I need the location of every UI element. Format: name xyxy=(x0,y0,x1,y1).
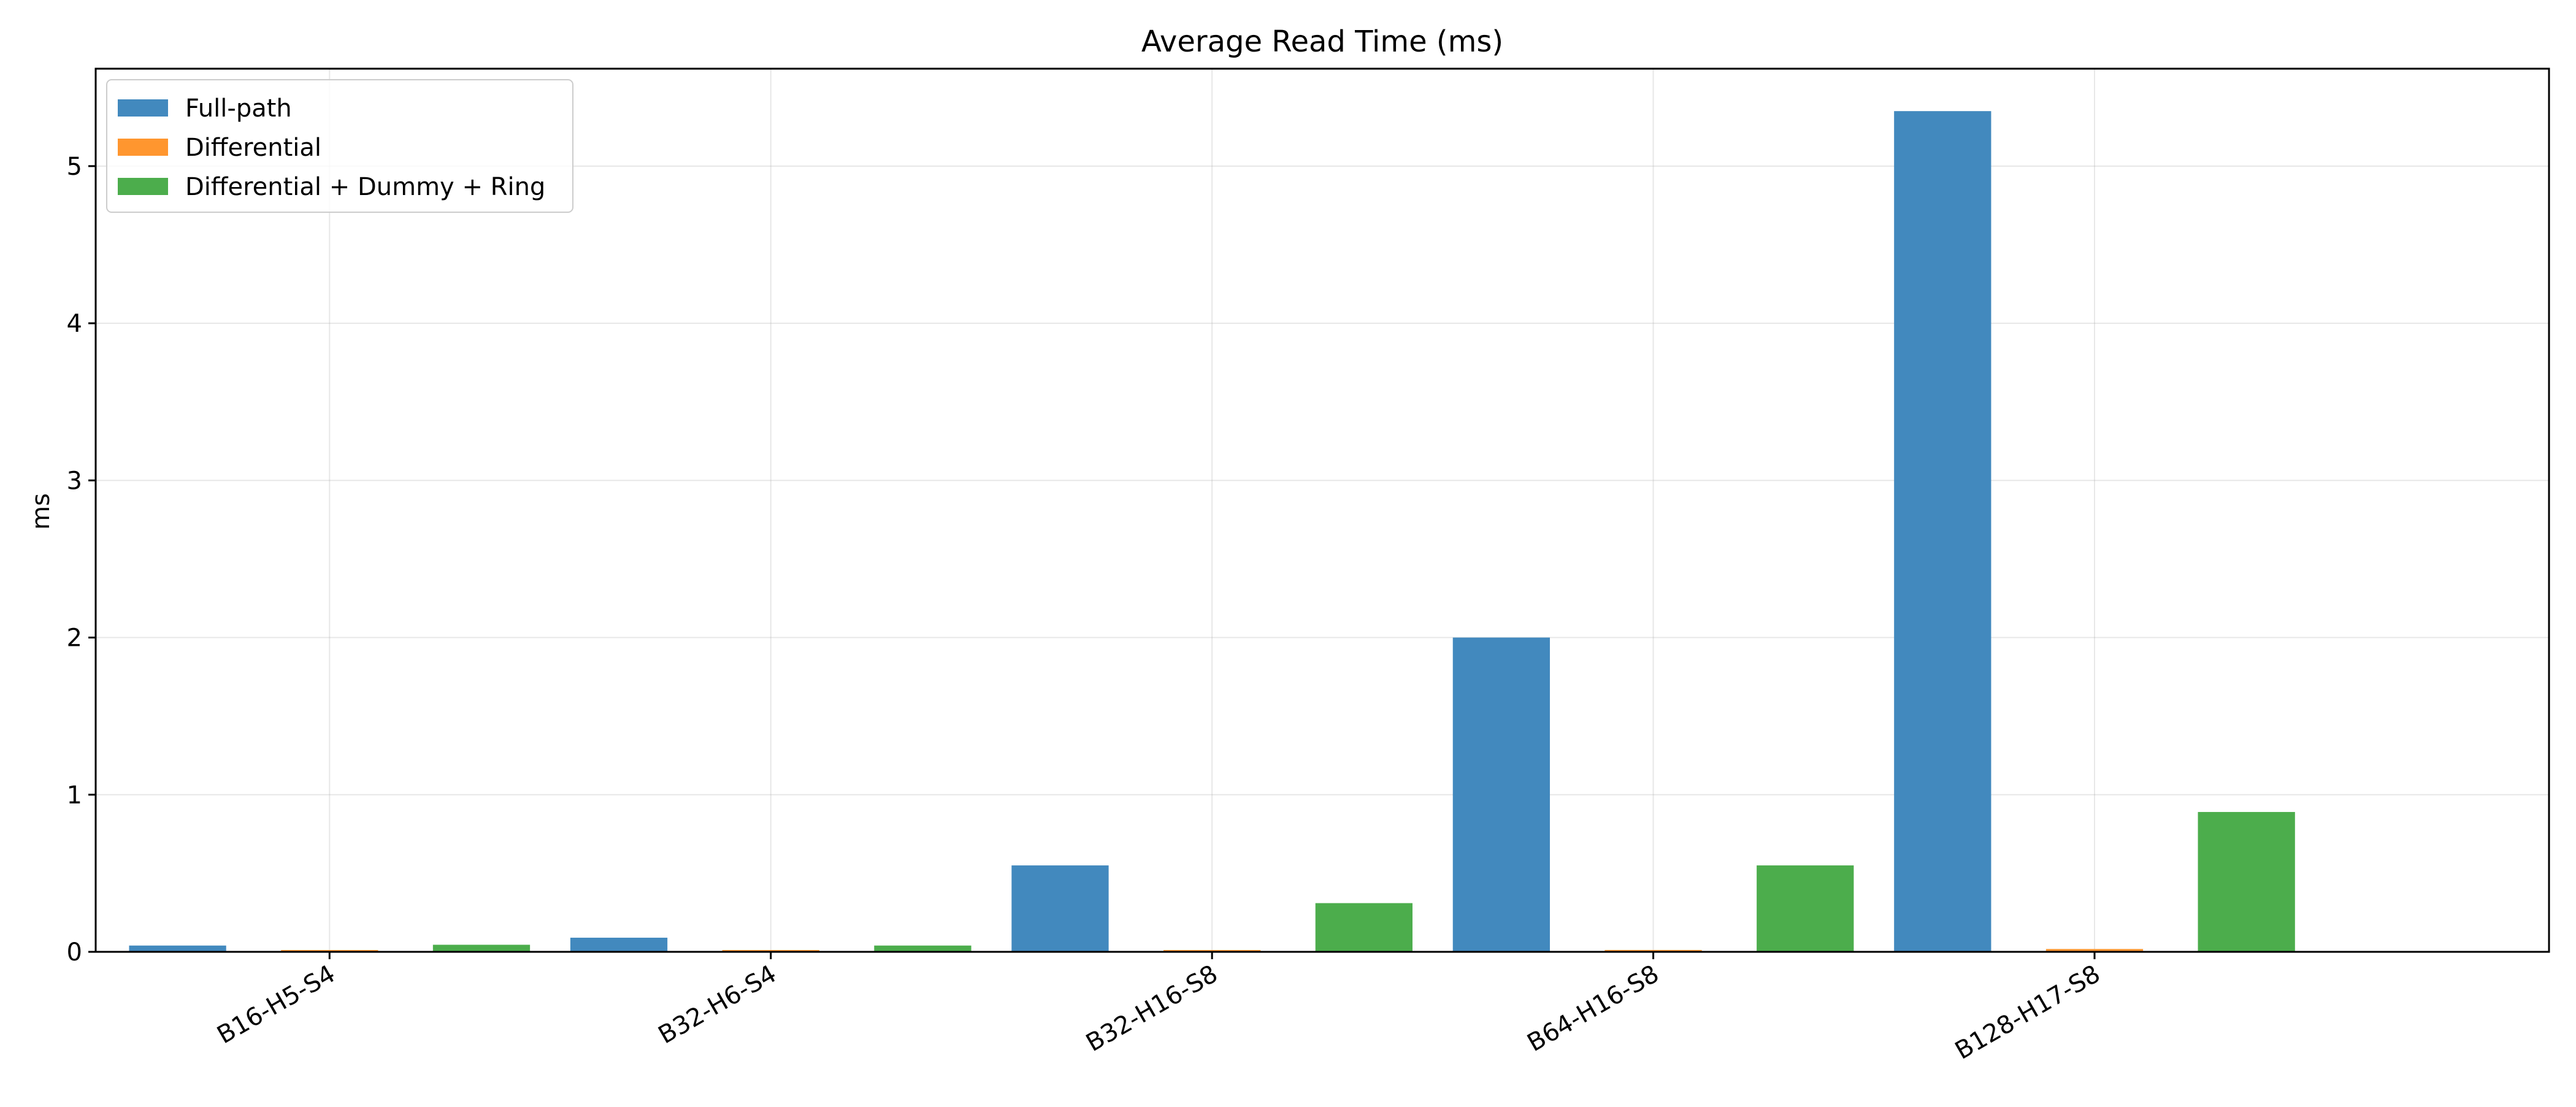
bar-differential-4 xyxy=(2045,949,2144,952)
x-tick-label: B128-H17-S8 xyxy=(1950,960,2105,1065)
axes-layer: 0 1 2 3 4 5 B16-H5-S4 B32-H6-S4 B32-H16-S8 B64-H1… xyxy=(67,67,2550,1065)
bar-full-path-0 xyxy=(129,945,226,952)
y-tick-label: 4 xyxy=(67,310,82,338)
x-tick-label: B16-H5-S4 xyxy=(212,960,340,1050)
bar-full-path-2 xyxy=(1011,865,1109,952)
x-tick-label: B64-H16-S8 xyxy=(1523,960,1664,1057)
legend-swatch xyxy=(118,139,168,156)
y-tick-label: 3 xyxy=(67,467,82,495)
legend-frame xyxy=(106,79,573,213)
legend: Full-path Differential Differential + Dumm… xyxy=(106,79,573,213)
legend-swatch xyxy=(118,178,168,195)
bar-full-path-3 xyxy=(1452,637,1551,952)
bar-differential-3 xyxy=(1604,949,1702,952)
bar-differential-dummy-ring-2 xyxy=(1315,903,1413,952)
bar-differential-dummy-ring-1 xyxy=(874,945,972,952)
y-tick-label: 5 xyxy=(67,153,82,181)
x-tick-label: B32-H6-S4 xyxy=(654,960,781,1050)
y-tick-label: 1 xyxy=(67,781,82,810)
legend-swatch xyxy=(118,99,168,117)
chart-title: Average Read Time (ms) xyxy=(1141,25,1503,59)
y-tick-label: 2 xyxy=(67,624,82,653)
bar-differential-dummy-ring-4 xyxy=(2198,811,2295,952)
bar-differential-dummy-ring-3 xyxy=(1757,865,1854,952)
legend-label: Differential xyxy=(185,134,321,162)
plot-frame xyxy=(94,67,2550,953)
legend-label: Full-path xyxy=(185,94,292,123)
legend-label: Differential + Dummy + Ring xyxy=(185,173,545,201)
y-axis-label: ms xyxy=(27,493,55,530)
bar-differential-dummy-ring-0 xyxy=(432,944,531,952)
x-tick-label: B32-H16-S8 xyxy=(1081,960,1222,1057)
y-tick-label: 0 xyxy=(67,938,82,967)
bar-full-path-1 xyxy=(570,937,668,952)
bar-full-path-4 xyxy=(1894,111,1991,952)
